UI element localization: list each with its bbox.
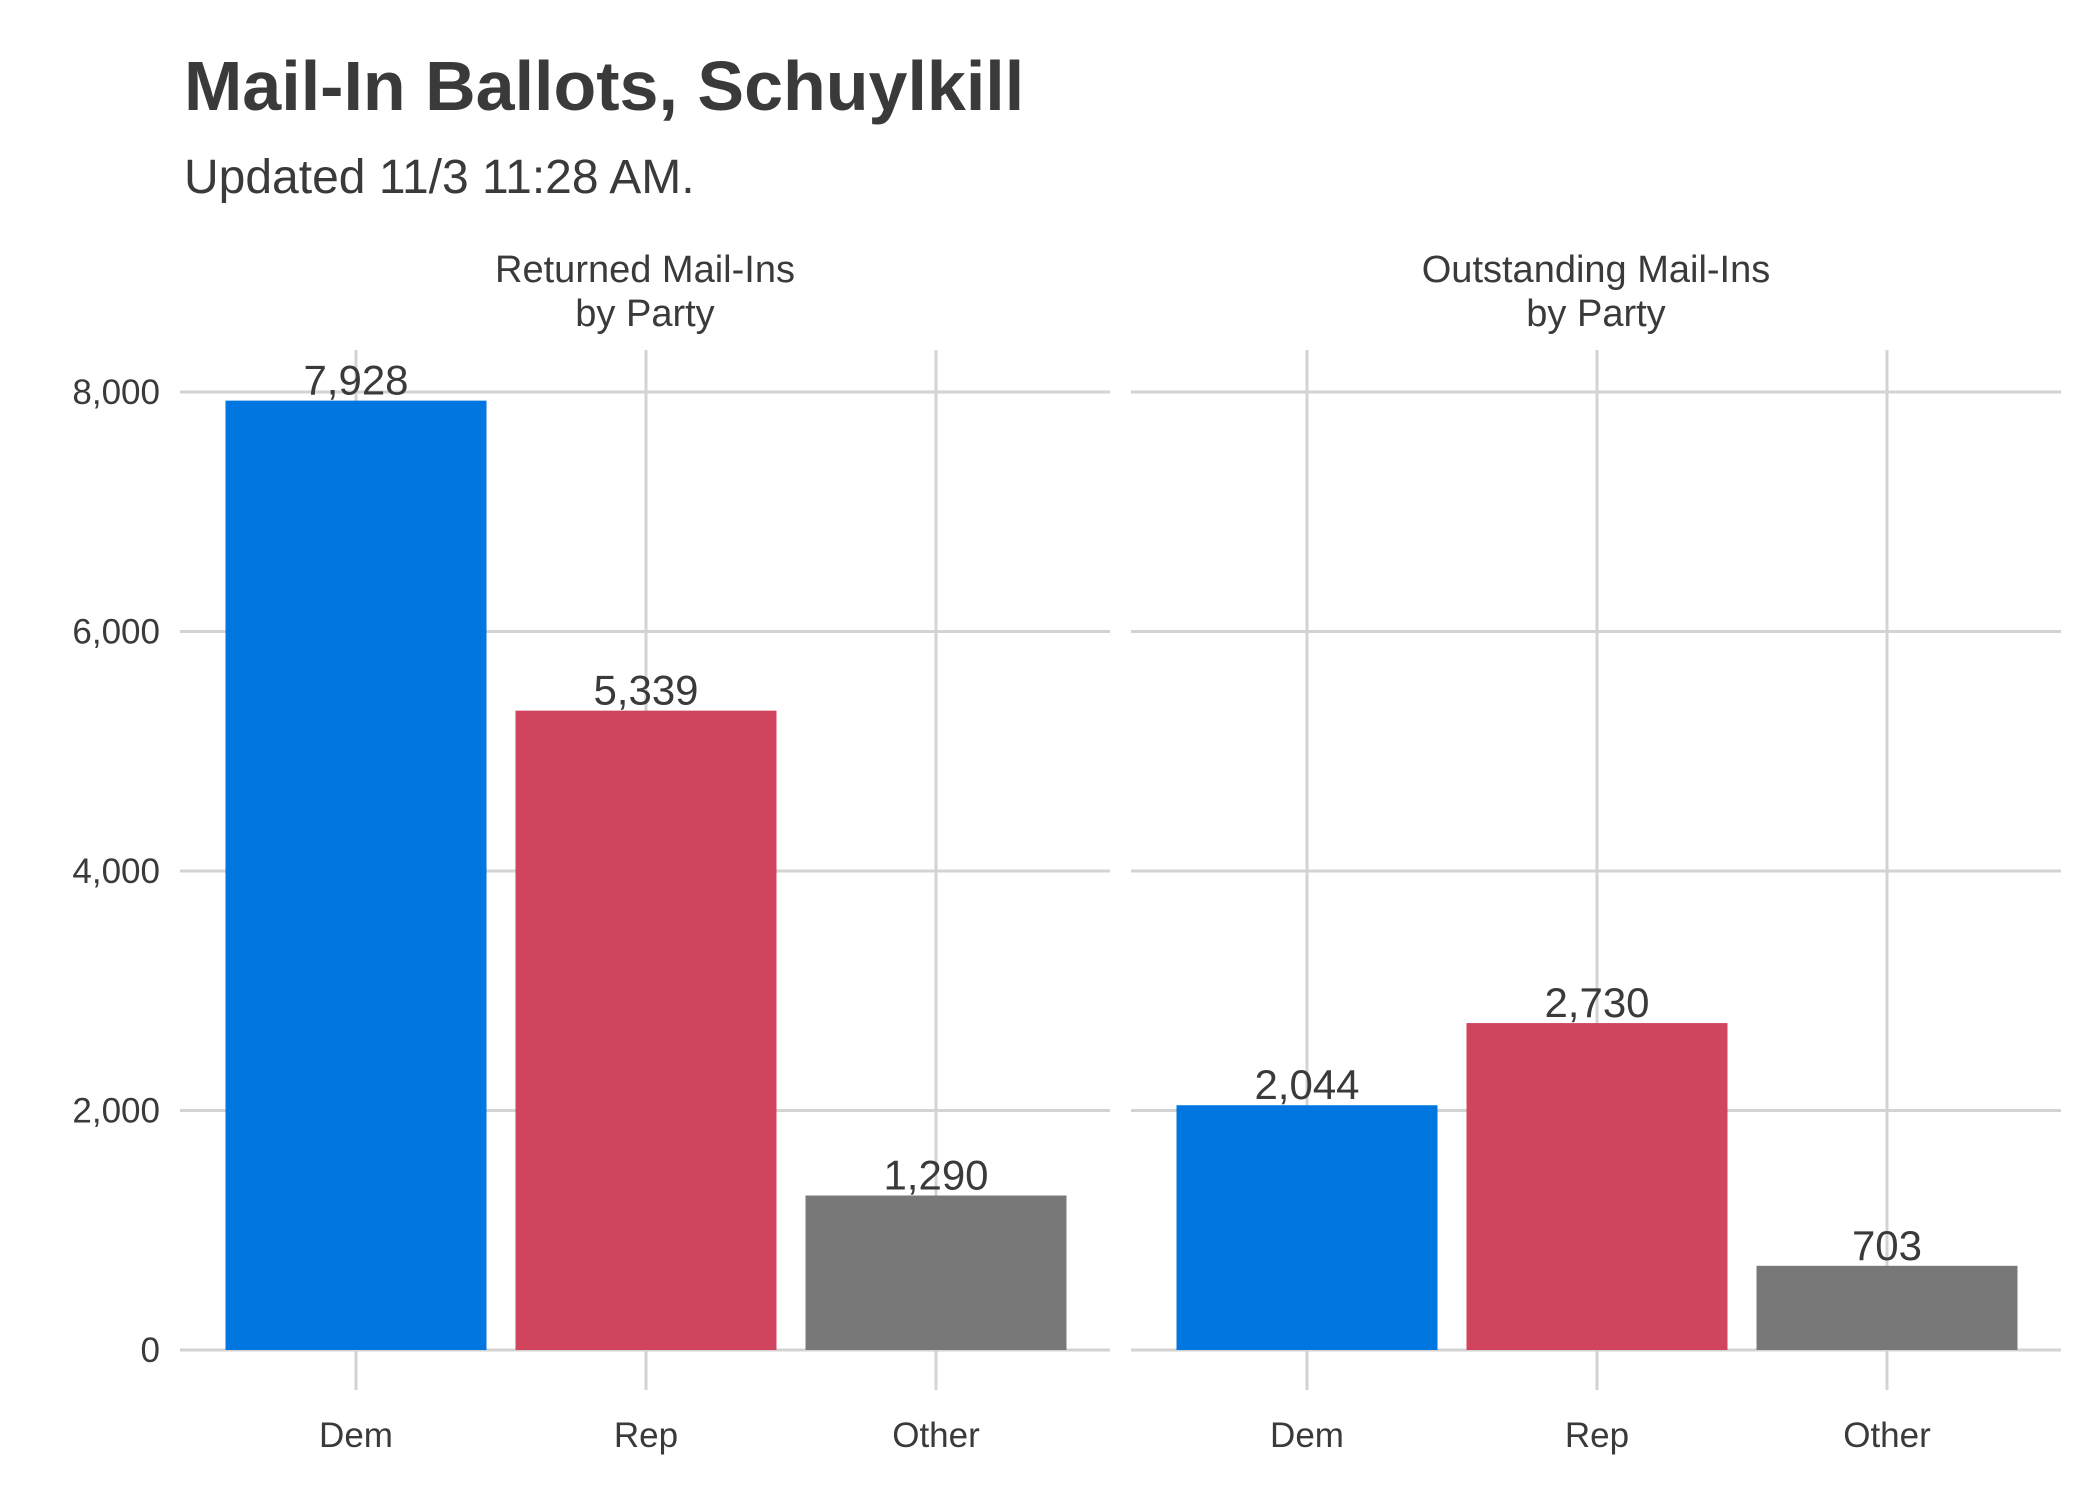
- x-tick-label: Rep: [614, 1416, 678, 1455]
- y-tick-label: 2,000: [72, 1092, 160, 1131]
- y-tick-label: 6,000: [72, 613, 160, 652]
- data-label: 1,290: [883, 1152, 988, 1199]
- facet-title: by Party: [575, 293, 714, 335]
- bar-other: [805, 1195, 1067, 1350]
- facet-title: Returned Mail-Ins: [495, 249, 795, 291]
- bar-dem: [225, 400, 487, 1350]
- bar-rep: [1466, 1023, 1728, 1350]
- chart-title: Mail-In Ballots, Schuylkill: [184, 47, 1025, 125]
- chart-subtitle: Updated 11/3 11:28 AM.: [184, 151, 695, 204]
- data-label: 7,928: [303, 357, 408, 404]
- x-tick-label: Rep: [1565, 1416, 1629, 1455]
- x-tick-label: Dem: [1270, 1416, 1344, 1455]
- bar-other: [1756, 1265, 2018, 1350]
- bar-dem: [1176, 1105, 1438, 1350]
- x-tick-label: Other: [892, 1416, 980, 1455]
- data-label: 2,730: [1544, 979, 1649, 1026]
- x-tick-label: Dem: [319, 1416, 393, 1455]
- data-label: 703: [1852, 1222, 1922, 1269]
- data-label: 2,044: [1254, 1061, 1359, 1108]
- y-tick-label: 4,000: [72, 852, 160, 891]
- bar-rep: [515, 710, 777, 1350]
- facet-title: Outstanding Mail-Ins: [1422, 249, 1771, 291]
- y-tick-label: 8,000: [72, 373, 160, 412]
- x-tick-label: Other: [1843, 1416, 1931, 1455]
- y-tick-label: 0: [141, 1331, 160, 1370]
- facet-title: by Party: [1526, 293, 1665, 335]
- data-label: 5,339: [593, 667, 698, 714]
